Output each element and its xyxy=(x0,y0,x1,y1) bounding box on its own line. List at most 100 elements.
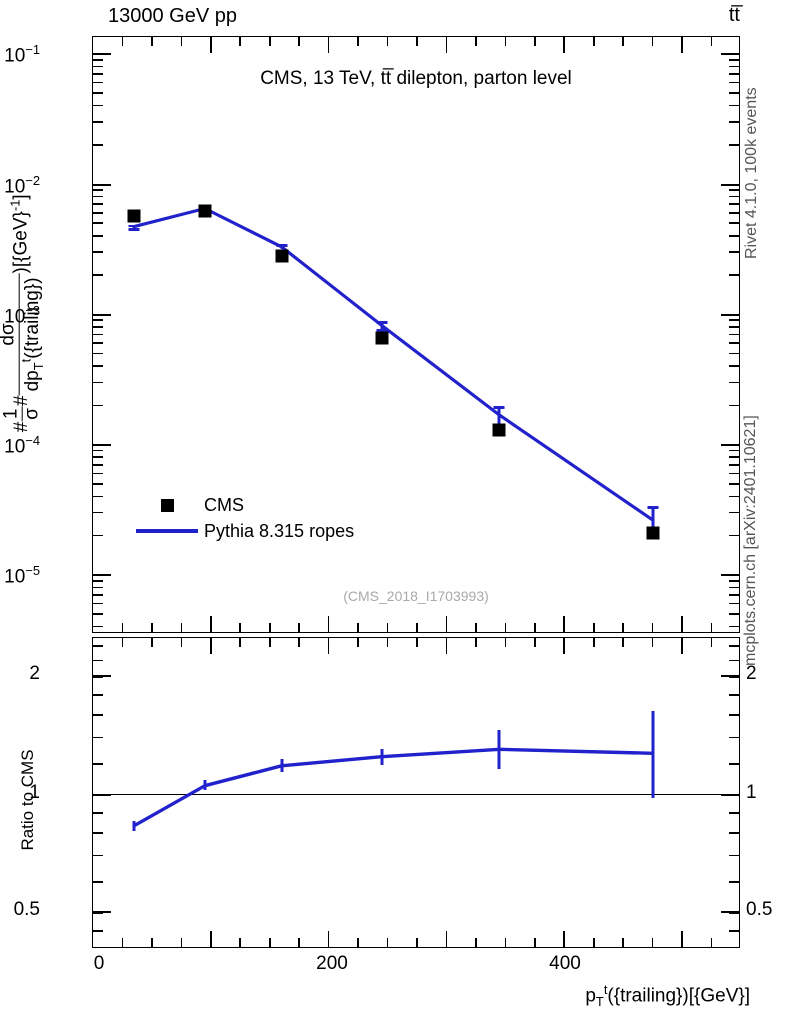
ratio-y-major-tick xyxy=(721,675,739,677)
x-minor-tick xyxy=(386,623,389,632)
legend-entry-pythia[interactable]: Pythia 8.315 ropes xyxy=(130,518,354,544)
x-minor-tick xyxy=(475,623,477,632)
y-minor-tick xyxy=(93,495,103,498)
ratio-y-tick-label-right: 1 xyxy=(746,782,757,803)
ratio-y-minor-tick xyxy=(729,693,739,696)
x-major-tick xyxy=(210,37,212,53)
y-minor-tick xyxy=(93,92,103,94)
y-minor-tick xyxy=(729,235,739,237)
cms-datapoint xyxy=(275,249,288,263)
x-minor-tick xyxy=(534,938,536,947)
y-minor-tick xyxy=(729,586,739,589)
x-minor-tick xyxy=(239,37,242,46)
x-minor-tick xyxy=(710,37,713,46)
x-minor-tick xyxy=(180,37,183,46)
x-minor-tick xyxy=(298,938,300,947)
x-minor-tick xyxy=(651,37,654,46)
y-minor-tick xyxy=(729,73,739,75)
ratio-plot-panel xyxy=(92,637,740,948)
beam-energy-label: 13000 GeV pp xyxy=(108,5,237,27)
x-minor-tick xyxy=(592,638,595,647)
x-minor-tick xyxy=(651,938,654,947)
y-minor-tick xyxy=(729,195,739,198)
x-minor-tick xyxy=(475,638,477,647)
ratio-y-minor-tick xyxy=(93,762,103,765)
y-minor-tick xyxy=(729,482,739,485)
y-minor-tick xyxy=(729,203,739,206)
ratio-y-minor-tick xyxy=(729,736,739,739)
x-major-tick xyxy=(327,616,330,632)
x-major-tick xyxy=(327,931,330,947)
ratio-y-minor-tick xyxy=(93,659,103,662)
x-minor-tick xyxy=(475,938,477,947)
ratio-y-tick-label: 0.5 xyxy=(13,899,40,920)
ratio-y-minor-tick xyxy=(729,762,739,765)
ratio-y-minor-tick xyxy=(93,693,103,696)
y-minor-tick xyxy=(93,625,103,628)
legend-entry-cms[interactable]: CMS xyxy=(130,492,354,518)
x-minor-tick xyxy=(592,623,595,632)
y-minor-tick xyxy=(729,365,739,367)
y-minor-tick xyxy=(729,104,739,107)
main-plot-area xyxy=(93,37,739,632)
x-minor-tick xyxy=(504,37,507,46)
ratio-y-minor-tick xyxy=(729,676,739,678)
y-minor-tick xyxy=(729,472,739,475)
ratio-plot-area xyxy=(93,638,739,947)
x-tick-label: 400 xyxy=(549,953,581,974)
x-major-tick xyxy=(445,616,448,632)
x-minor-tick xyxy=(592,37,595,46)
x-minor-tick xyxy=(298,37,300,46)
cms-datapoint xyxy=(492,423,506,437)
y-tick-label: 10−2 xyxy=(4,173,40,198)
y-minor-tick xyxy=(729,352,739,355)
x-major-tick xyxy=(210,616,212,632)
cms-datapoint xyxy=(375,331,389,345)
x-minor-tick xyxy=(268,638,271,647)
ratio-y-minor-tick xyxy=(729,929,739,932)
x-minor-tick xyxy=(622,37,624,46)
ratio-y-minor-tick xyxy=(93,929,103,932)
y-minor-tick xyxy=(93,579,103,582)
x-minor-tick xyxy=(416,938,418,947)
y-minor-tick xyxy=(93,463,103,466)
mc-errorbar xyxy=(380,321,384,330)
y-minor-tick xyxy=(729,274,739,276)
ratio-y-minor-tick xyxy=(93,854,103,857)
ratio-reference-line xyxy=(93,794,739,796)
x-tick-label: 0 xyxy=(93,953,105,974)
mc-errorbar-cap xyxy=(647,506,659,510)
y-minor-tick xyxy=(93,212,103,214)
ratio-y-minor-tick xyxy=(93,713,103,716)
ratio-y-minor-tick xyxy=(729,880,739,883)
x-minor-tick xyxy=(151,37,153,46)
y-minor-tick xyxy=(93,81,103,84)
y-minor-tick xyxy=(93,251,103,253)
mc-errorbar-cap xyxy=(376,329,388,332)
y-minor-tick xyxy=(729,144,739,146)
ratio-y-minor-tick xyxy=(729,659,739,662)
ratio-y-minor-tick xyxy=(729,644,739,647)
y-minor-tick xyxy=(93,352,103,355)
x-minor-tick xyxy=(475,37,477,46)
y-minor-tick xyxy=(93,594,103,596)
ratio-y-axis-title: Ratio to CMS xyxy=(18,749,37,851)
ratio-y-tick-label: 2 xyxy=(29,663,40,684)
ratio-y-tick-label-right: 0.5 xyxy=(746,899,773,920)
x-minor-tick xyxy=(357,37,359,46)
main-plot-panel xyxy=(92,36,740,633)
y-minor-tick xyxy=(93,189,103,191)
mc-errorbar-cap xyxy=(276,244,287,247)
x-major-tick xyxy=(563,37,566,53)
y-tick-label: 10−1 xyxy=(4,42,40,67)
y-minor-tick xyxy=(729,65,739,68)
y-minor-tick xyxy=(729,594,739,596)
x-minor-tick xyxy=(592,938,595,947)
x-minor-tick xyxy=(357,623,359,632)
x-minor-tick xyxy=(180,938,183,947)
y-minor-tick xyxy=(729,534,739,537)
x-major-tick xyxy=(327,37,330,53)
x-major-tick xyxy=(445,638,448,654)
ratio-y-minor-tick xyxy=(729,854,739,857)
y-minor-tick xyxy=(93,326,103,328)
